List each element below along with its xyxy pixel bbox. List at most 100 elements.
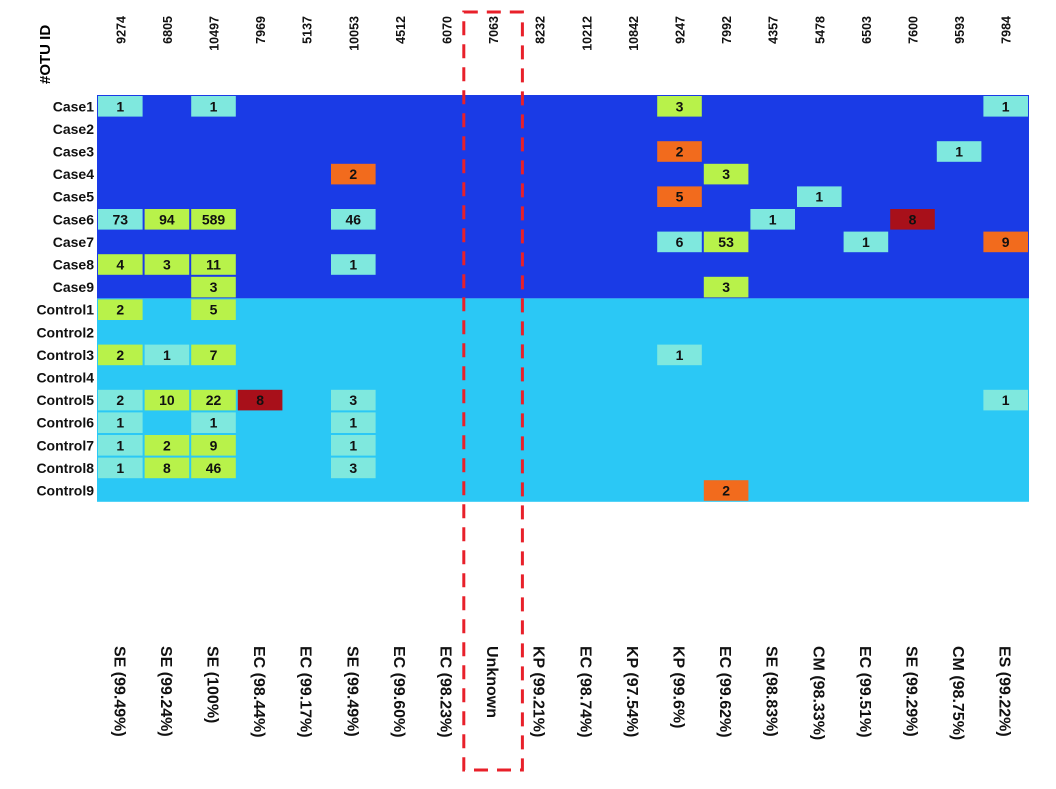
heatmap-cell [936,141,982,162]
cell-value-label: 1 [210,415,218,431]
heatmap-cell [144,389,190,411]
otu-id-label: 10842 [627,16,641,51]
cell-value-label: 73 [113,211,129,227]
otu-id-label: 10212 [580,16,594,51]
heatmap-cell [331,254,376,275]
sample-label: Control8 [36,460,94,476]
cell-value-label: 22 [206,392,222,408]
heatmap-cell [191,435,236,456]
cell-value-label: 1 [116,415,124,431]
taxa-label: KP (97.54%) [623,646,640,737]
cell-value-label: 1 [862,234,870,250]
group-band-control [97,298,1029,502]
sample-label: Case1 [53,98,94,114]
heatmap-cell [98,209,143,230]
cell-value-label: 589 [202,211,226,227]
cell-value-label: 6 [676,234,684,250]
otu-id-label: 9593 [953,16,967,44]
heatmap-cell [191,209,236,230]
heatmap-cell [98,344,143,366]
cell-value-label: 1 [769,211,777,227]
sample-label: Control1 [36,302,94,318]
otu-id-header: #OTU ID [37,25,54,84]
cell-value-label: 1 [116,98,124,114]
heatmap-cell [657,344,702,366]
sample-label: Control2 [36,324,94,340]
heatmap-cell [98,389,143,411]
sample-label: Control3 [36,347,94,363]
cell-value-label: 3 [722,166,730,182]
group-band-case [97,95,1029,299]
heatmap-cell [144,344,190,366]
cell-value-label: 1 [116,437,124,453]
heatmap-cell [191,276,236,298]
taxa-label: EC (99.51%) [856,646,873,738]
sample-label: Case9 [53,279,94,295]
heatmap-cell [703,480,749,501]
taxa-label: EC (98.23%) [437,646,454,738]
cell-value-label: 8 [256,392,264,408]
cell-value-label: 5 [676,189,684,205]
heatmap-cell [703,276,749,298]
sample-label: Control4 [36,370,94,386]
otu-id-label: 5137 [301,16,315,44]
heatmap-cell [144,254,190,275]
cell-value-label: 2 [349,166,357,182]
cell-value-label: 53 [718,234,734,250]
cell-value-label: 10 [159,392,175,408]
taxa-label: SE (99.24%) [157,646,174,737]
sample-label: Control6 [36,415,94,431]
taxa-labels: SE (99.49%) SE (99.24%) SE (100%) EC (98.44… [110,646,1012,740]
cell-value-label: 3 [210,279,218,295]
heatmap-cell [657,231,702,253]
cell-value-label: 94 [159,211,175,227]
heatmap-cell [191,96,236,117]
cell-value-label: 2 [722,483,730,499]
heatmap-cell [331,435,376,456]
taxa-label: SE (99.29%) [903,646,920,737]
cell-value-label: 8 [909,211,917,227]
sample-label: Case4 [53,166,94,182]
otu-id-label: 4512 [394,16,408,44]
taxa-label: Unknown [483,646,500,718]
heatmap-cell [191,389,236,411]
heatmap-cell [191,299,236,320]
heatmap-cell [657,141,702,162]
cell-value-label: 8 [163,460,171,476]
otu-id-label: 7969 [254,16,268,44]
taxa-label: EC (99.60%) [390,646,407,738]
cell-value-label: 7 [210,347,218,363]
heatmap-cell [983,231,1028,253]
sample-label: Case7 [53,234,94,250]
heatmap-cell [144,457,190,479]
heatmap-cells: 1 1 3 12 12 35 173 94 589 46 1 86 53 1 94 3 11 13 32 52 1 7 12… [98,96,1028,501]
cell-value-label: 5 [210,302,218,318]
otu-id-label: 8232 [534,16,548,44]
sample-label: Case2 [53,121,94,137]
cell-value-label: 1 [349,415,357,431]
heatmap-cell [191,344,236,366]
heatmap-cell [98,457,143,479]
highlight-box [462,10,524,772]
cell-value-label: 9 [210,437,218,453]
taxa-label: EC (98.74%) [576,646,593,738]
cell-value-label: 1 [1002,98,1010,114]
heatmap-cell [331,163,376,185]
otu-id-label: 6503 [860,16,874,44]
heatmap-cell [703,231,749,253]
cell-value-label: 1 [1002,392,1010,408]
heatmap-cell [98,299,143,320]
sample-label: Case5 [53,189,94,205]
cell-value-label: 46 [206,460,222,476]
sample-label: Control7 [36,437,94,453]
heatmap-cell [144,209,190,230]
cell-value-label: 1 [349,257,357,273]
taxa-label: CM (98.75%) [949,646,966,740]
taxa-label: CM (98.33%) [809,646,826,740]
otu-id-label: 7984 [1000,16,1014,44]
otu-id-label: 5478 [813,16,827,44]
otu-id-label: 6070 [441,16,455,44]
heatmap-cell [331,457,376,479]
otu-id-label: 9247 [674,16,688,44]
